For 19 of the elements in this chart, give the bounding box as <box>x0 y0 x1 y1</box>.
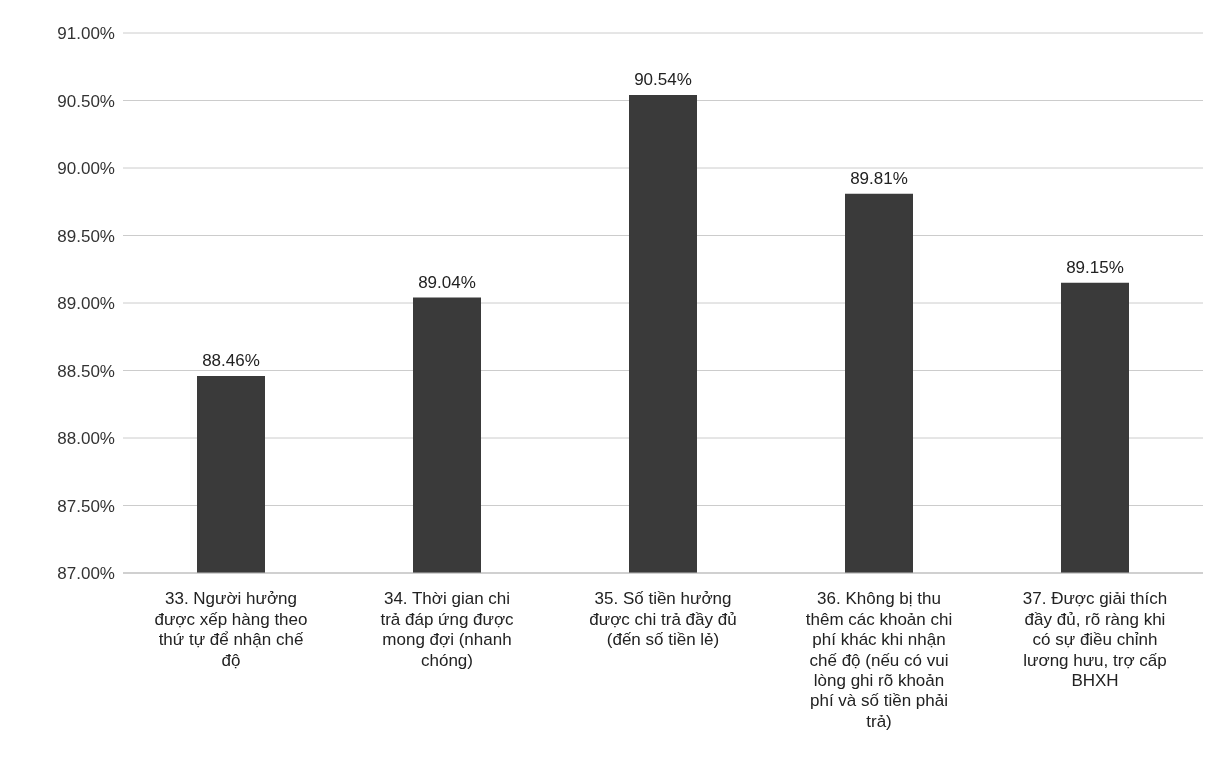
x-tick-label: 37. Được giải thích đầy đủ, rõ ràng khi có sự điều chỉnh lương hưu, trợ cấp BHXH <box>1022 589 1168 690</box>
data-label: 89.15% <box>1066 257 1124 277</box>
y-tick-label: 90.50% <box>57 91 115 111</box>
data-label: 90.54% <box>634 70 692 90</box>
data-label: 88.46% <box>202 350 260 370</box>
y-tick-label: 89.00% <box>57 294 115 314</box>
y-tick-label: 91.00% <box>57 24 115 44</box>
y-tick-label: 88.00% <box>57 429 115 449</box>
y-tick-label: 87.50% <box>57 496 115 516</box>
x-tick-label: 35. Số tiền hưởng được chi trả đầy đủ (đến số tiền lẻ) <box>589 589 737 650</box>
y-tick-label: 90.00% <box>57 159 115 179</box>
data-label: 89.81% <box>850 168 908 188</box>
y-tick-label: 89.50% <box>57 226 115 246</box>
x-tick-label: 36. Không bị thu thêm các khoản chi phí khác khi nhận chế độ (nếu có vui lòng ghi rõ khoản phí và số tiền phải trả) <box>805 589 953 731</box>
y-tick-label: 88.50% <box>57 361 115 381</box>
x-tick-label: 34. Thời gian chi trả đáp ứng được mong đợi (nhanh chóng) <box>380 589 515 670</box>
y-tick-label: 87.00% <box>57 564 115 584</box>
data-label: 89.04% <box>418 272 476 292</box>
x-tick-label: 33. Người hưởng được xếp hàng theo thứ tự để nhận chế độ <box>154 589 308 670</box>
